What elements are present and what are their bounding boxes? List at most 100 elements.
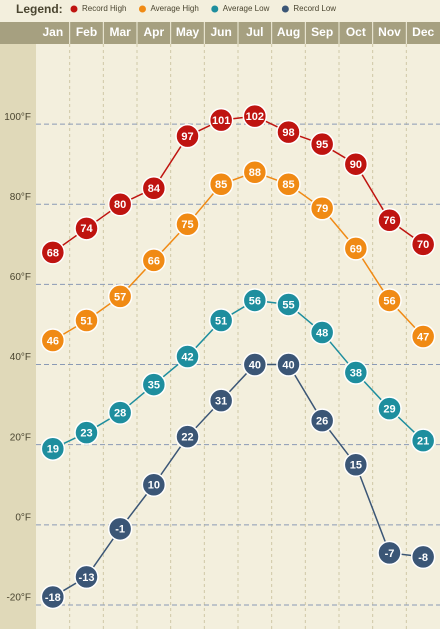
value-label: 35 bbox=[148, 379, 160, 391]
value-label: 46 bbox=[47, 335, 59, 347]
x-tick-label: Apr bbox=[143, 25, 164, 39]
value-label: 10 bbox=[148, 480, 160, 492]
value-label: 97 bbox=[181, 131, 193, 143]
point bbox=[175, 424, 200, 449]
point bbox=[208, 388, 234, 413]
point bbox=[74, 564, 99, 590]
header-row bbox=[0, 22, 440, 44]
value-label: 69 bbox=[350, 243, 362, 255]
y-tick-label: 60°F bbox=[10, 272, 31, 283]
value-label: 76 bbox=[383, 215, 395, 227]
value-label: 57 bbox=[114, 291, 126, 303]
value-label: 26 bbox=[316, 416, 328, 428]
point bbox=[141, 175, 167, 201]
value-label: 31 bbox=[215, 396, 227, 408]
point bbox=[276, 171, 301, 197]
value-label: 48 bbox=[316, 327, 328, 339]
value-label: 90 bbox=[350, 159, 362, 171]
point bbox=[343, 452, 369, 477]
value-label: 47 bbox=[417, 331, 429, 343]
point bbox=[410, 428, 436, 453]
point bbox=[410, 544, 436, 570]
value-label: 101 bbox=[212, 115, 230, 127]
point bbox=[208, 308, 234, 333]
value-label: 79 bbox=[316, 203, 328, 215]
point bbox=[242, 103, 268, 129]
legend-label: Average Low bbox=[223, 4, 270, 13]
point bbox=[276, 352, 301, 377]
value-label: 98 bbox=[282, 127, 294, 139]
value-label: 70 bbox=[417, 239, 429, 251]
value-label: -8 bbox=[418, 552, 428, 564]
legend-marker bbox=[281, 5, 289, 13]
point bbox=[141, 248, 167, 273]
point bbox=[242, 159, 268, 185]
value-label: 40 bbox=[282, 359, 294, 371]
value-label: 95 bbox=[316, 139, 328, 151]
point bbox=[175, 123, 200, 149]
point bbox=[276, 119, 301, 145]
point bbox=[40, 436, 66, 461]
value-label: 28 bbox=[114, 408, 126, 420]
value-label: 40 bbox=[249, 359, 261, 371]
point bbox=[175, 344, 200, 369]
value-label: 88 bbox=[249, 167, 261, 179]
point bbox=[242, 288, 268, 313]
value-label: 56 bbox=[249, 295, 261, 307]
point bbox=[74, 308, 99, 333]
point bbox=[377, 208, 402, 233]
x-tick-label: Aug bbox=[277, 25, 300, 39]
value-label: -13 bbox=[79, 572, 95, 584]
value-label: 102 bbox=[246, 111, 264, 123]
x-tick-label: Mar bbox=[109, 25, 131, 39]
legend-label: Average High bbox=[150, 4, 198, 13]
value-label: 85 bbox=[215, 179, 227, 191]
point bbox=[242, 352, 268, 377]
value-label: 75 bbox=[181, 219, 193, 231]
point bbox=[107, 284, 133, 309]
value-label: 42 bbox=[181, 351, 193, 363]
legend-marker bbox=[138, 5, 146, 13]
x-tick-label: Jun bbox=[210, 25, 231, 39]
value-label: 56 bbox=[383, 295, 395, 307]
legend-title: Legend: bbox=[16, 2, 63, 16]
point bbox=[309, 196, 335, 221]
value-label: 51 bbox=[215, 315, 227, 327]
point bbox=[107, 192, 133, 217]
y-tick-label: 0°F bbox=[15, 512, 31, 523]
value-label: 21 bbox=[417, 436, 429, 448]
x-tick-label: Nov bbox=[378, 25, 401, 39]
point bbox=[343, 236, 369, 261]
point bbox=[343, 151, 369, 177]
value-label: 80 bbox=[114, 199, 126, 211]
x-tick-label: Jul bbox=[246, 25, 263, 39]
x-tick-label: May bbox=[176, 25, 200, 39]
y-tick-label: 20°F bbox=[10, 432, 31, 443]
point bbox=[74, 420, 99, 445]
x-tick-label: Jan bbox=[42, 25, 63, 39]
point bbox=[141, 372, 167, 397]
x-tick-label: Feb bbox=[76, 25, 97, 39]
y-tick-label: -20°F bbox=[6, 593, 31, 604]
value-label: 55 bbox=[282, 299, 294, 311]
point bbox=[309, 131, 335, 157]
value-label: 23 bbox=[80, 428, 92, 440]
point bbox=[276, 292, 301, 317]
x-tick-label: Oct bbox=[346, 25, 366, 39]
point bbox=[309, 320, 335, 345]
point bbox=[309, 408, 335, 433]
value-label: -1 bbox=[115, 524, 125, 536]
legend-label: Record Low bbox=[293, 4, 336, 13]
value-label: 29 bbox=[383, 404, 395, 416]
value-label: 85 bbox=[282, 179, 294, 191]
point bbox=[40, 328, 66, 353]
point bbox=[40, 240, 66, 265]
value-label: 38 bbox=[350, 367, 362, 379]
legend-marker bbox=[70, 5, 78, 13]
point bbox=[175, 212, 200, 237]
point bbox=[40, 584, 66, 610]
value-label: 68 bbox=[47, 247, 59, 259]
y-tick-label: 80°F bbox=[10, 192, 31, 203]
value-label: 22 bbox=[181, 432, 193, 444]
